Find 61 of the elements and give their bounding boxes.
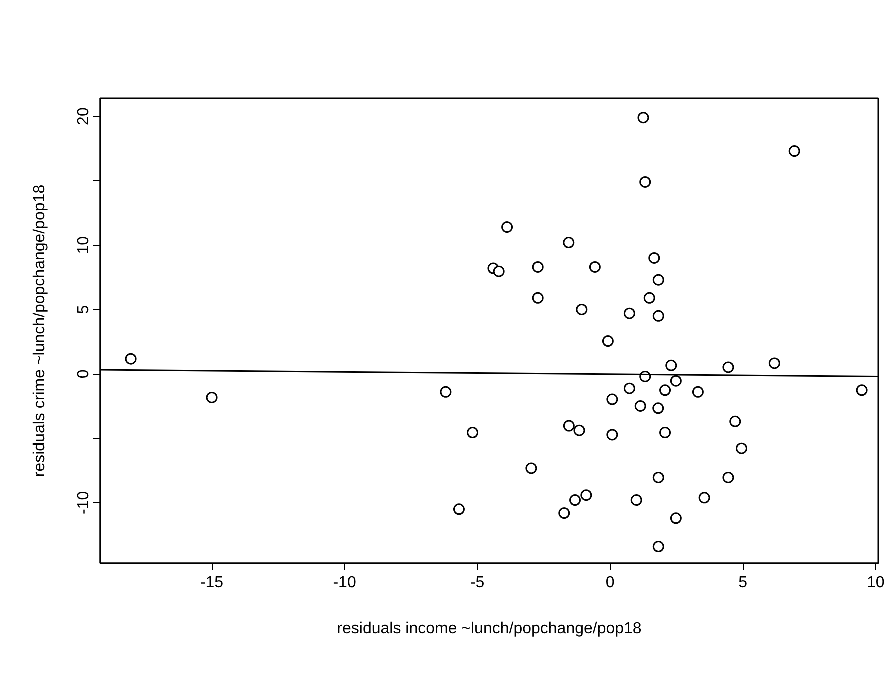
point [652, 402, 664, 414]
y-tick-label: 0 [76, 370, 92, 379]
point [652, 541, 664, 552]
x-axis-title: residuals income ~lunch/popchange/pop18 [337, 620, 642, 638]
point [580, 490, 592, 502]
point [502, 222, 514, 234]
point [570, 494, 582, 506]
x-tick-label: 10 [866, 574, 885, 592]
point [648, 252, 660, 264]
point [730, 416, 742, 428]
point [125, 353, 137, 365]
point [660, 427, 672, 438]
x-tick-label: 5 [738, 574, 748, 592]
point [576, 304, 588, 316]
point [788, 146, 800, 158]
point [206, 392, 218, 404]
point [606, 429, 618, 441]
point [630, 494, 642, 506]
point [602, 336, 614, 348]
point [736, 442, 748, 454]
point [558, 508, 570, 520]
point [722, 362, 734, 374]
point [493, 266, 505, 278]
x-tick-label: -15 [200, 574, 224, 592]
y-axis-title: residuals crime ~lunch/popchange/pop18 [32, 184, 48, 478]
point [574, 424, 586, 436]
point [526, 462, 538, 474]
point [440, 386, 452, 398]
x-tick-label: 0 [606, 574, 615, 592]
x-tick-label: -10 [333, 574, 356, 592]
y-tick-label: -10 [76, 491, 92, 515]
y-tick-label: 10 [76, 236, 92, 254]
point [453, 504, 465, 516]
point [467, 427, 479, 438]
point [644, 292, 656, 304]
x-tick-label: -5 [470, 574, 485, 592]
point [692, 386, 704, 398]
point [652, 274, 664, 286]
point [660, 384, 672, 396]
point [563, 237, 575, 249]
point [670, 375, 682, 387]
point [532, 292, 544, 304]
point [624, 382, 636, 394]
point [640, 176, 652, 188]
point [856, 384, 868, 396]
point [532, 262, 544, 273]
point [652, 310, 664, 322]
point [670, 512, 682, 524]
point [652, 472, 664, 484]
point [589, 262, 601, 273]
point [563, 420, 575, 432]
point [666, 360, 678, 372]
point [624, 308, 636, 320]
y-tick-label: 20 [76, 108, 92, 126]
point [722, 472, 734, 484]
point [698, 492, 710, 504]
point [768, 358, 780, 370]
point [606, 394, 618, 406]
y-tick-label: 5 [76, 305, 92, 314]
point [638, 112, 650, 124]
point [634, 400, 646, 412]
